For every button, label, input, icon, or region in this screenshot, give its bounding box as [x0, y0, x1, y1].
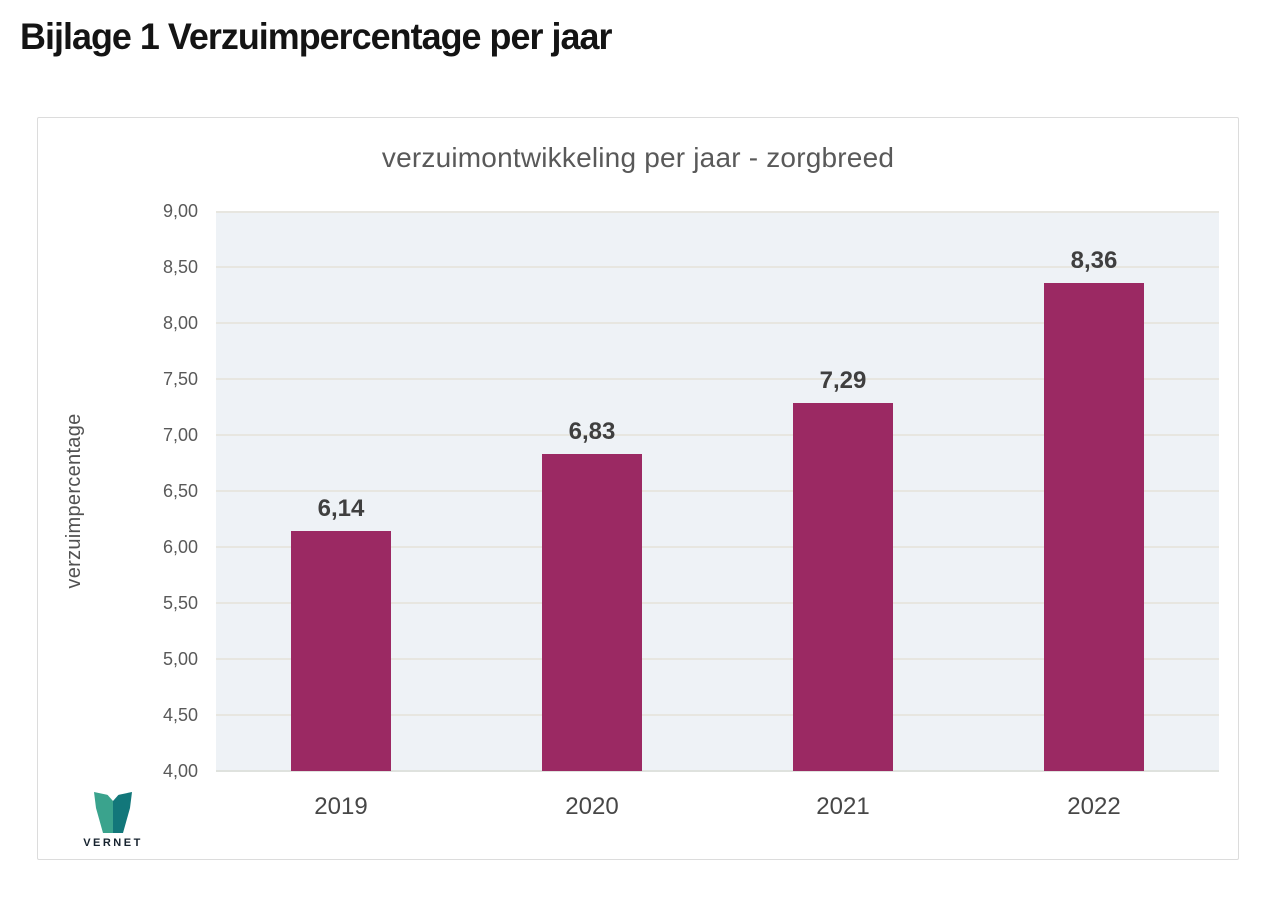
y-axis-tick-label: 5,50: [162, 593, 198, 613]
y-axis-tick-label: 7,00: [162, 425, 198, 445]
bar-2019: [291, 531, 391, 771]
vernet-logo-icon: [94, 792, 132, 833]
bar-value-label: 8,36: [1070, 247, 1118, 274]
y-axis-tick-label: 6,50: [162, 481, 198, 501]
gridline: [216, 434, 1219, 436]
gridline: [216, 602, 1219, 604]
y-axis-tick-label: 4,00: [162, 761, 198, 781]
gridline: [216, 490, 1219, 492]
vernet-logo-text: VERNET: [83, 837, 143, 849]
x-axis-tick-label: 2021: [816, 793, 870, 820]
y-axis-tick-label: 7,50: [162, 369, 198, 389]
bar-2020: [542, 454, 642, 771]
x-axis-tick-label: 2022: [1067, 793, 1121, 820]
gridline: [216, 211, 1219, 213]
gridline: [216, 714, 1219, 716]
bar-2022: [1044, 283, 1144, 771]
gridline: [216, 546, 1219, 548]
bar-value-label: 6,14: [317, 495, 365, 522]
gridline: [216, 770, 1219, 772]
y-axis-tick-label: 4,50: [162, 705, 198, 725]
gridline: [216, 378, 1219, 380]
y-axis-tick-label: 8,00: [162, 313, 198, 333]
y-axis-tick-label: 6,00: [162, 537, 198, 557]
y-axis-tick-label: 9,00: [162, 201, 198, 221]
x-axis-tick-label: 2020: [565, 793, 619, 820]
page-title: Bijlage 1 Verzuimpercentage per jaar: [20, 16, 612, 57]
gridline: [216, 266, 1219, 268]
x-axis-tick-label: 2019: [314, 793, 368, 820]
bar-2021: [793, 403, 893, 771]
gridline: [216, 658, 1219, 660]
chart-card: verzuimontwikkeling per jaar - zorgbreed…: [37, 117, 1239, 860]
y-axis-tick-label: 8,50: [162, 257, 198, 277]
y-axis-ticks: 9,00 8,50 8,00 7,50 7,00 6,50 6,00 5,50 5,00 4,50…: [38, 118, 206, 861]
gridline: [216, 322, 1219, 324]
chart-title: verzuimontwikkeling per jaar - zorgbreed: [381, 142, 895, 173]
vernet-logo: VERNET: [58, 788, 168, 849]
bar-value-label: 7,29: [819, 367, 867, 394]
plot-area: 6,14 6,83 7,29 8,36: [216, 211, 1219, 772]
y-axis-tick-label: 5,00: [162, 649, 198, 669]
bar-value-label: 6,83: [568, 418, 616, 445]
